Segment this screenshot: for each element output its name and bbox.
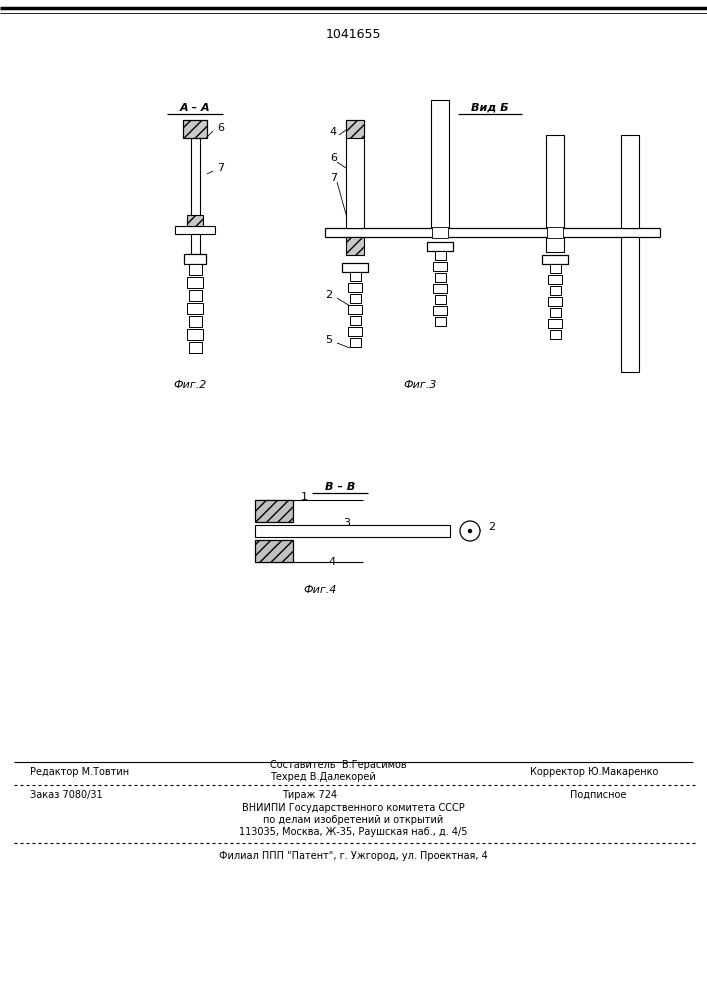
- Bar: [547, 227, 563, 238]
- Bar: [550, 308, 561, 317]
- Bar: [433, 284, 447, 293]
- Text: В – В: В – В: [325, 482, 355, 492]
- Bar: [348, 327, 362, 336]
- Text: А – А: А – А: [180, 103, 210, 113]
- Text: Фиг.4: Фиг.4: [303, 585, 337, 595]
- Bar: [255, 525, 450, 537]
- Bar: [348, 305, 362, 314]
- Bar: [548, 319, 562, 328]
- Text: Вид Б: Вид Б: [471, 103, 509, 113]
- Bar: [187, 215, 203, 226]
- Text: 4: 4: [329, 127, 337, 137]
- Text: 2: 2: [325, 290, 332, 300]
- Bar: [189, 316, 202, 327]
- Bar: [435, 251, 446, 260]
- Bar: [548, 297, 562, 306]
- Bar: [435, 295, 446, 304]
- Bar: [189, 290, 202, 301]
- Bar: [427, 242, 453, 251]
- Text: 1041655: 1041655: [325, 28, 381, 41]
- Circle shape: [460, 521, 480, 541]
- Bar: [187, 277, 203, 288]
- Text: ВНИИПИ Государственного комитета СССР: ВНИИПИ Государственного комитета СССР: [242, 803, 464, 813]
- Bar: [183, 120, 207, 138]
- Bar: [342, 263, 368, 272]
- Bar: [175, 226, 215, 234]
- Bar: [189, 342, 202, 353]
- Bar: [433, 262, 447, 271]
- Text: Составитель  В.Герасимов: Составитель В.Герасимов: [270, 760, 407, 770]
- Text: 4: 4: [328, 557, 335, 567]
- Bar: [548, 275, 562, 284]
- Bar: [184, 254, 206, 264]
- Bar: [431, 100, 449, 228]
- Text: 5: 5: [325, 335, 332, 345]
- Bar: [432, 227, 448, 238]
- Text: 1: 1: [301, 492, 308, 502]
- Bar: [433, 306, 447, 315]
- Text: Филиал ППП "Патент", г. Ужгород, ул. Проектная, 4: Филиал ППП "Патент", г. Ужгород, ул. Про…: [218, 851, 487, 861]
- Text: Подписное: Подписное: [570, 790, 626, 800]
- Bar: [621, 237, 639, 372]
- Bar: [550, 286, 561, 295]
- Bar: [187, 329, 203, 340]
- Bar: [346, 237, 364, 255]
- Text: 6: 6: [330, 153, 337, 163]
- Text: Тираж 724: Тираж 724: [282, 790, 337, 800]
- Text: по делам изобретений и открытий: по делам изобретений и открытий: [263, 815, 443, 825]
- Bar: [348, 283, 362, 292]
- Bar: [435, 317, 446, 326]
- Text: 3: 3: [343, 518, 350, 528]
- Bar: [550, 330, 561, 339]
- Bar: [621, 135, 639, 228]
- Bar: [191, 234, 200, 254]
- Text: 6: 6: [217, 123, 224, 133]
- Bar: [187, 303, 203, 314]
- Text: Фиг.3: Фиг.3: [403, 380, 437, 390]
- Bar: [189, 264, 202, 275]
- Bar: [550, 264, 561, 273]
- Bar: [542, 255, 568, 264]
- Bar: [191, 138, 200, 233]
- Text: Фиг.2: Фиг.2: [173, 380, 206, 390]
- Bar: [346, 120, 364, 228]
- Bar: [546, 135, 564, 228]
- Text: 2: 2: [488, 522, 495, 532]
- Text: 113035, Москва, Ж-35, Раушская наб., д. 4/5: 113035, Москва, Ж-35, Раушская наб., д. …: [239, 827, 467, 837]
- Bar: [350, 272, 361, 281]
- Bar: [350, 338, 361, 347]
- Text: Редактор М.Товтин: Редактор М.Товтин: [30, 767, 129, 777]
- Bar: [255, 500, 293, 522]
- Text: 7: 7: [217, 163, 224, 173]
- Bar: [546, 237, 564, 252]
- Bar: [346, 120, 364, 138]
- Bar: [350, 316, 361, 325]
- Text: Заказ 7080/31: Заказ 7080/31: [30, 790, 103, 800]
- Bar: [435, 273, 446, 282]
- Text: Корректор Ю.Макаренко: Корректор Ю.Макаренко: [530, 767, 658, 777]
- Circle shape: [469, 530, 472, 532]
- Bar: [255, 540, 293, 562]
- Bar: [350, 294, 361, 303]
- Text: Техред В.Далекорей: Техред В.Далекорей: [270, 772, 375, 782]
- Text: 7: 7: [330, 173, 337, 183]
